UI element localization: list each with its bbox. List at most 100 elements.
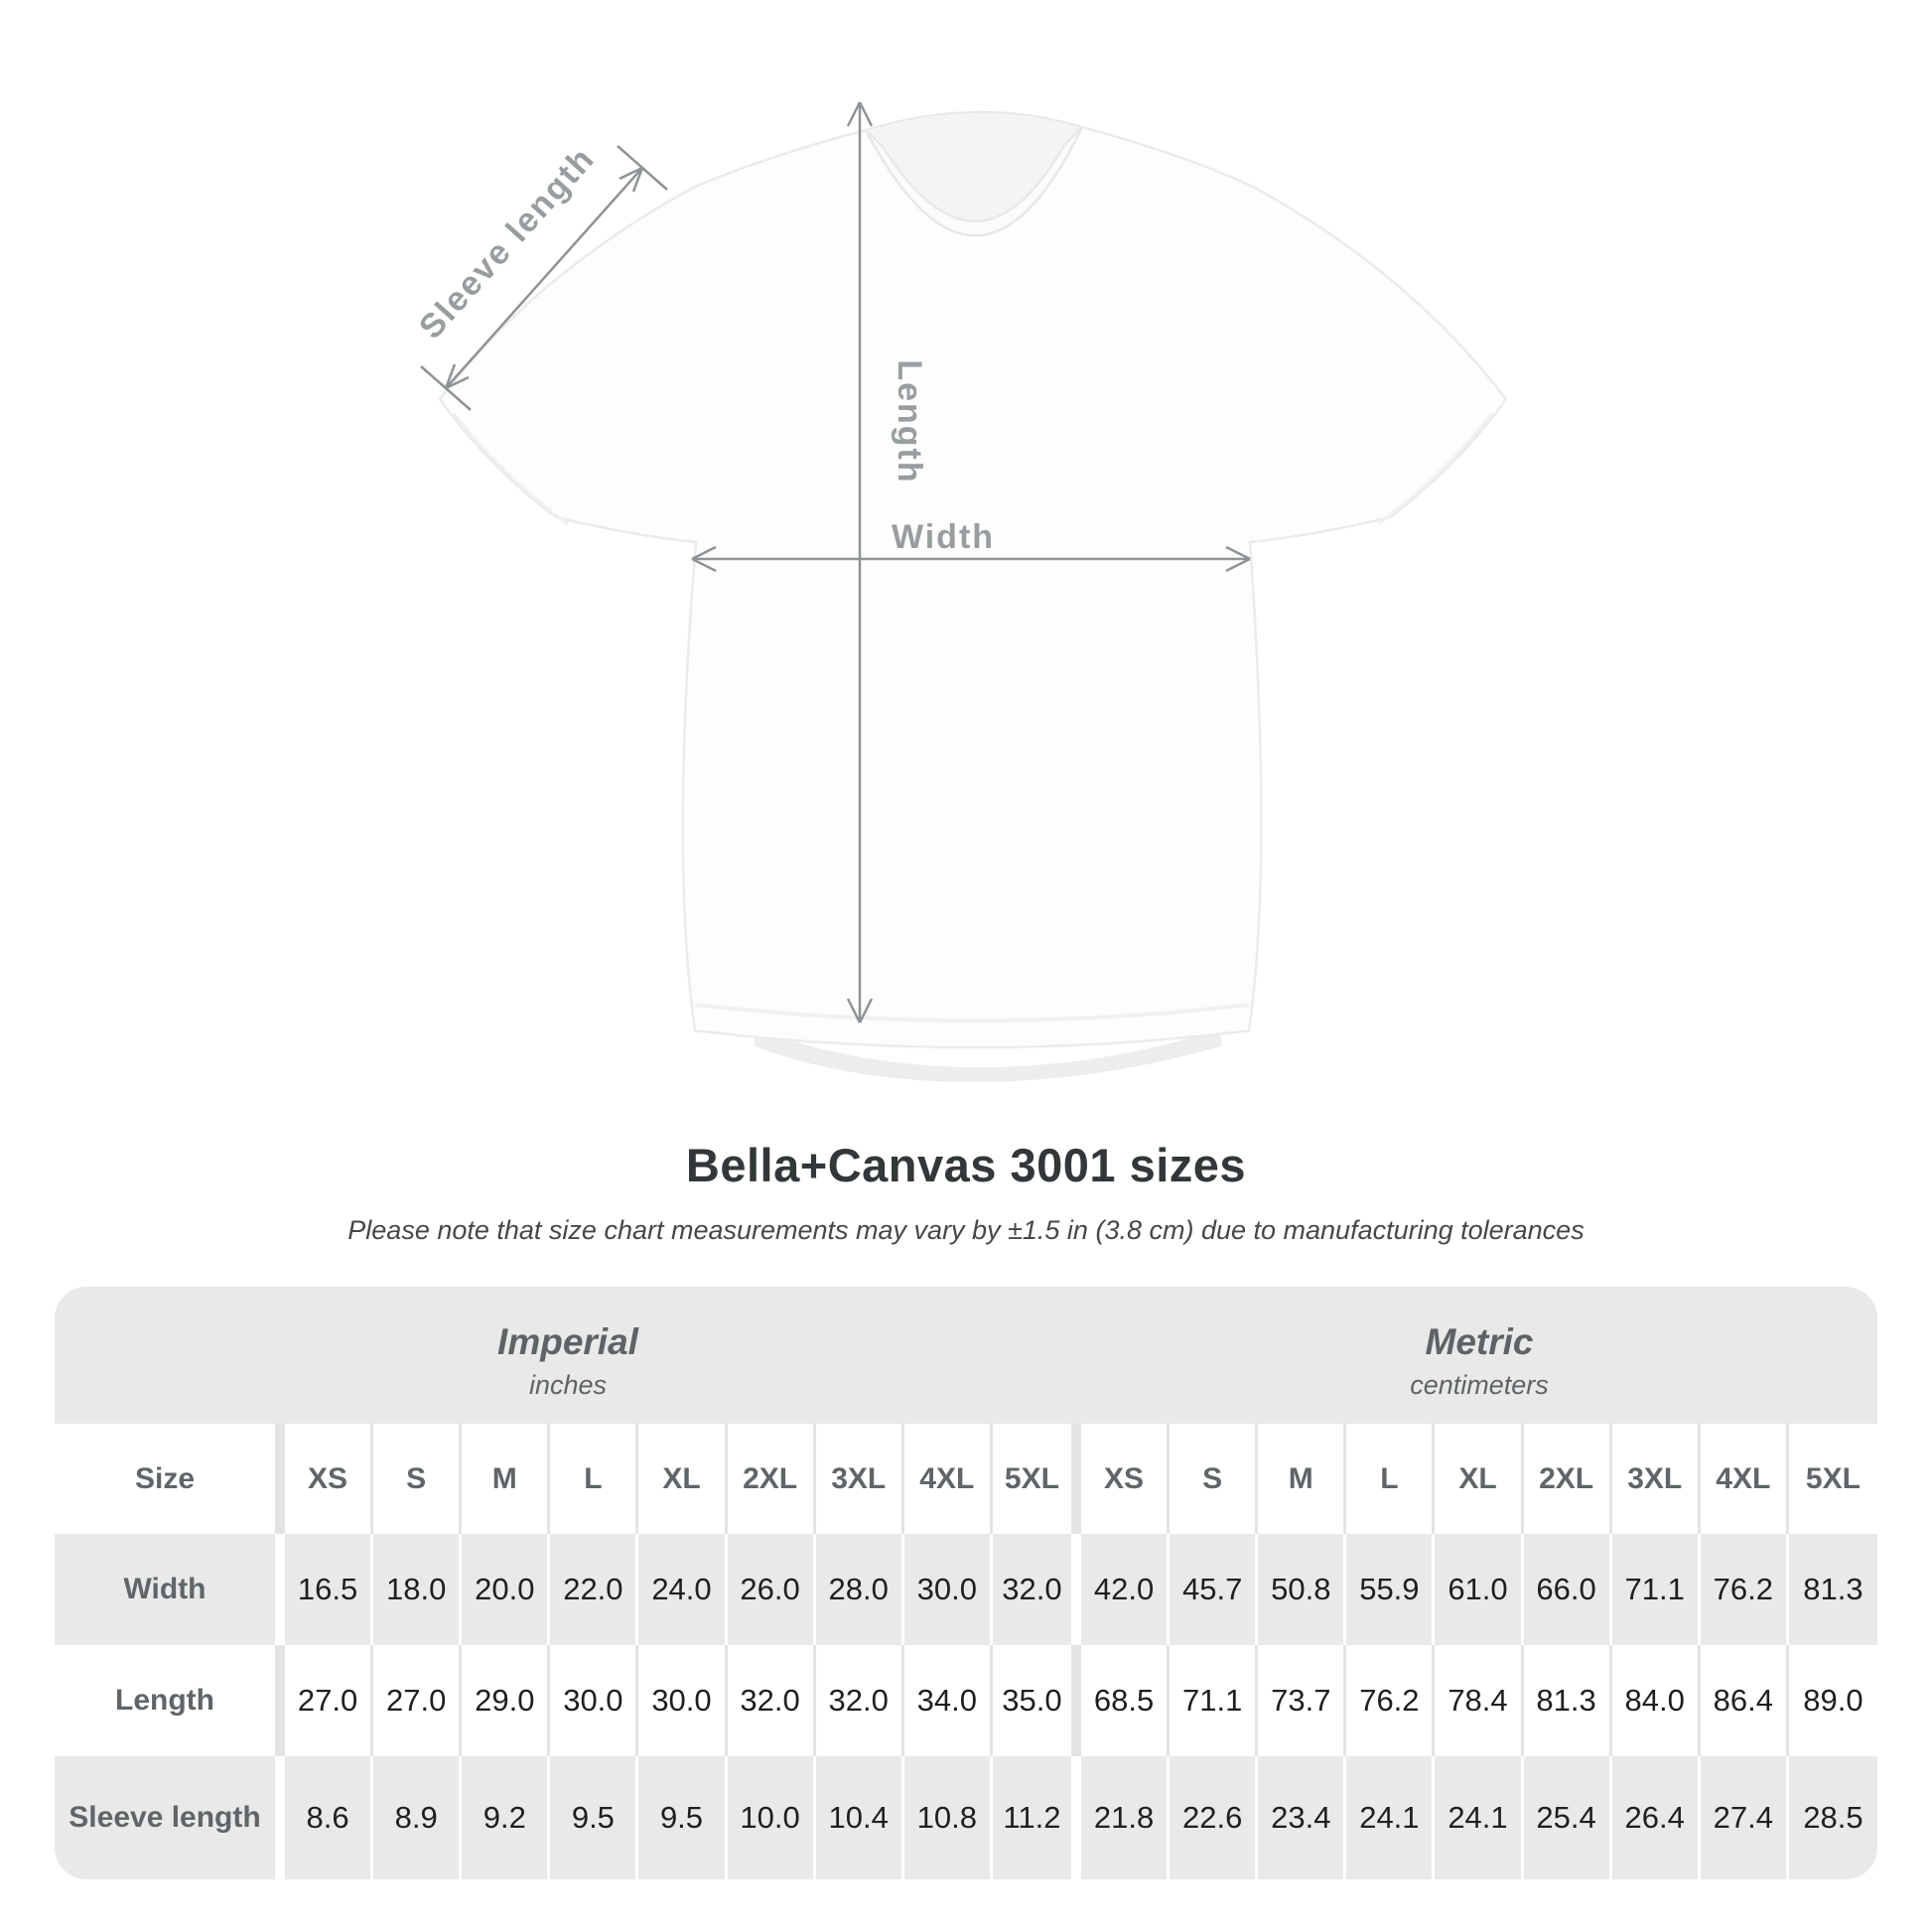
cell-length-metric-xl: 78.4 [1435, 1645, 1524, 1756]
width-label: Width [892, 518, 995, 556]
cell-length-metric-m: 73.7 [1258, 1645, 1347, 1756]
page-subtitle: Please note that size chart measurements… [347, 1215, 1585, 1245]
length-label: Length [891, 359, 928, 483]
cell-length-metric-s: 71.1 [1170, 1645, 1259, 1756]
cell-width-imperial-xs: 16.5 [285, 1534, 374, 1645]
cell-width-metric-s: 45.7 [1170, 1534, 1259, 1645]
cell-sleeve-length-imperial-xs: 8.6 [285, 1756, 374, 1879]
width-arrow [691, 545, 1251, 573]
col-header-imperial-xs: XS [285, 1424, 374, 1534]
col-header-imperial-xl: XL [638, 1424, 728, 1534]
col-header-metric-xl: XL [1435, 1424, 1524, 1534]
cell-length-imperial-xs: 27.0 [285, 1645, 374, 1756]
size-table-rows: Size XS S M L XL 2XL 3XL 4XL 5XL XS S M L XL 2XL 3XL 4XL 5… [55, 1424, 1877, 1879]
metric-group-title: Metric [1425, 1321, 1534, 1362]
cell-length-metric-3xl: 84.0 [1612, 1645, 1701, 1756]
cell-width-imperial-l: 22.0 [550, 1534, 639, 1645]
cell-sleeve-length-metric-xs: 21.8 [1081, 1756, 1171, 1879]
tshirt-right-cuff-seam [1377, 412, 1494, 526]
cell-length-imperial-3xl: 32.0 [816, 1645, 904, 1756]
cell-width-imperial-3xl: 28.0 [816, 1534, 904, 1645]
col-header-metric-5xl: 5XL [1805, 1461, 1861, 1495]
cell-width-imperial-4xl: 30.0 [904, 1534, 993, 1645]
cell-width-imperial-m: 20.0 [462, 1534, 551, 1645]
cell-width-metric-3xl: 71.1 [1612, 1534, 1701, 1645]
cell-width-metric-2xl: 66.0 [1524, 1534, 1612, 1645]
cell-sleeve-length-metric-s: 22.6 [1170, 1756, 1259, 1879]
metric-group-header: Metric centimeters [1081, 1287, 1877, 1424]
cell-sleeve-length-imperial-m: 9.2 [462, 1756, 551, 1879]
cell-sleeve-length-metric-m: 23.4 [1258, 1756, 1347, 1879]
cell-length-imperial-m: 29.0 [462, 1645, 551, 1756]
imperial-group-header: Imperial inches [55, 1287, 1081, 1424]
cell-width-metric-l: 55.9 [1346, 1534, 1436, 1645]
cell-length-imperial-xl: 30.0 [638, 1645, 728, 1756]
row-sleeve-length: Sleeve length 8.6 8.9 9.2 9.5 9.5 10.0 10.4 10.8… [55, 1756, 1877, 1879]
cell-length-imperial-4xl: 34.0 [904, 1645, 993, 1756]
row-label-length: Length [55, 1645, 285, 1756]
cell-width-metric-m: 50.8 [1258, 1534, 1347, 1645]
tshirt-back-hem [755, 1029, 1221, 1082]
tshirt-body [438, 125, 1508, 1049]
row-length: Length 27.0 27.0 29.0 30.0 30.0 32.0 32.0 34.0 35… [55, 1645, 1877, 1756]
col-header-imperial-4xl: 4XL [904, 1424, 993, 1534]
cell-sleeve-length-metric-3xl: 26.4 [1612, 1756, 1701, 1879]
col-header-metric-3xl: 3XL [1612, 1424, 1701, 1534]
size-header-row: Size XS S M L XL 2XL 3XL 4XL 5XL XS S M L XL 2XL 3XL 4XL 5… [55, 1424, 1877, 1534]
cell-width-imperial-2xl: 26.0 [728, 1534, 816, 1645]
tshirt-hem-seam [694, 1003, 1250, 1023]
sleeve-length-arrow [420, 145, 668, 411]
size-table: Imperial inches Metric centimeters Size X… [55, 1287, 1877, 1879]
cell-length-metric-xs: 68.5 [1081, 1645, 1171, 1756]
col-header-metric-2xl: 2XL [1524, 1424, 1612, 1534]
cell-sleeve-length-metric-5xl: 28.5 [1803, 1800, 1863, 1835]
cell-length-metric-4xl: 86.4 [1701, 1645, 1789, 1756]
size-column-header: Size [55, 1424, 285, 1534]
cell-width-metric-xs: 42.0 [1081, 1534, 1171, 1645]
col-header-imperial-2xl: 2XL [728, 1424, 816, 1534]
col-header-imperial-3xl: 3XL [816, 1424, 904, 1534]
imperial-group-unit: inches [528, 1370, 608, 1400]
col-header-metric-l: L [1346, 1424, 1436, 1534]
row-label-sleeve-length: Sleeve length [55, 1756, 285, 1879]
tshirt-figure: Length Width Sleeve length [412, 101, 1508, 1082]
cell-length-imperial-5xl: 35.0 [993, 1645, 1081, 1756]
cell-length-imperial-2xl: 32.0 [728, 1645, 816, 1756]
cell-length-metric-2xl: 81.3 [1524, 1645, 1612, 1756]
col-header-metric-s: S [1170, 1424, 1259, 1534]
cell-sleeve-length-imperial-3xl: 10.4 [816, 1756, 904, 1879]
tshirt-measurement-diagram: Length Width Sleeve length [412, 101, 1508, 1082]
row-width: Width 16.5 18.0 20.0 22.0 24.0 26.0 28.0 30.0 32.… [55, 1534, 1877, 1645]
col-header-metric-xs: XS [1081, 1424, 1171, 1534]
cell-sleeve-length-imperial-5xl: 11.2 [993, 1756, 1081, 1879]
cell-width-imperial-s: 18.0 [373, 1534, 463, 1645]
cell-length-metric-5xl: 89.0 [1803, 1683, 1863, 1718]
cell-length-imperial-s: 27.0 [373, 1645, 463, 1756]
col-header-imperial-m: M [462, 1424, 551, 1534]
cell-width-metric-xl: 61.0 [1435, 1534, 1524, 1645]
col-header-imperial-5xl: 5XL [993, 1424, 1081, 1534]
cell-sleeve-length-metric-xl: 24.1 [1435, 1756, 1524, 1879]
cell-length-metric-l: 76.2 [1346, 1645, 1436, 1756]
cell-sleeve-length-metric-4xl: 27.4 [1701, 1756, 1789, 1879]
cell-sleeve-length-imperial-2xl: 10.0 [728, 1756, 816, 1879]
cell-sleeve-length-imperial-l: 9.5 [550, 1756, 639, 1879]
tshirt-collar [864, 125, 1084, 237]
metric-group-unit: centimeters [1410, 1370, 1549, 1400]
cell-sleeve-length-imperial-s: 8.9 [373, 1756, 463, 1879]
cell-width-imperial-xl: 24.0 [638, 1534, 728, 1645]
cell-sleeve-length-metric-l: 24.1 [1346, 1756, 1436, 1879]
length-arrow [846, 101, 874, 1024]
col-header-imperial-l: L [550, 1424, 639, 1534]
cell-width-metric-4xl: 76.2 [1701, 1534, 1789, 1645]
cell-width-metric-5xl: 81.3 [1803, 1572, 1863, 1606]
cell-length-imperial-l: 30.0 [550, 1645, 639, 1756]
unit-group-header-row: Imperial inches Metric centimeters [55, 1287, 1877, 1424]
cell-sleeve-length-metric-2xl: 25.4 [1524, 1756, 1612, 1879]
col-header-metric-m: M [1258, 1424, 1347, 1534]
col-header-imperial-s: S [373, 1424, 463, 1534]
col-header-metric-4xl: 4XL [1701, 1424, 1789, 1534]
imperial-group-title: Imperial [497, 1321, 638, 1362]
cell-sleeve-length-imperial-4xl: 10.8 [904, 1756, 993, 1879]
